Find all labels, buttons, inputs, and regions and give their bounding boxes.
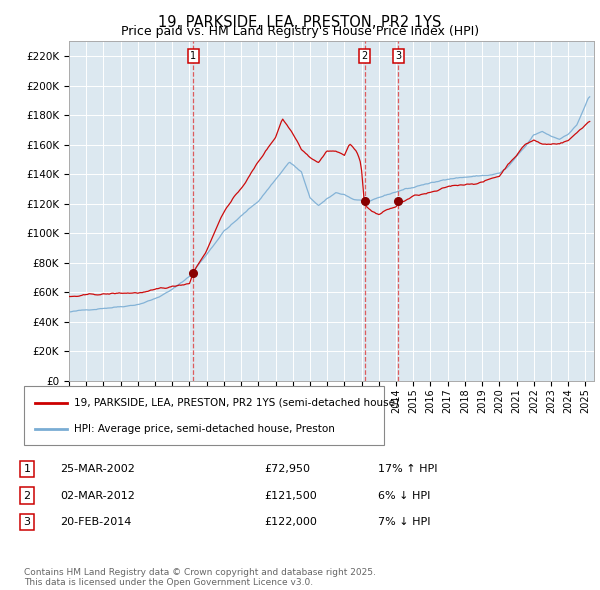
Text: HPI: Average price, semi-detached house, Preston: HPI: Average price, semi-detached house,… — [74, 424, 335, 434]
Text: 6% ↓ HPI: 6% ↓ HPI — [378, 491, 430, 500]
Text: £122,000: £122,000 — [264, 517, 317, 527]
Text: Price paid vs. HM Land Registry's House Price Index (HPI): Price paid vs. HM Land Registry's House … — [121, 25, 479, 38]
Text: 3: 3 — [395, 51, 401, 61]
Text: £121,500: £121,500 — [264, 491, 317, 500]
Text: 1: 1 — [23, 464, 31, 474]
Text: 2: 2 — [23, 491, 31, 500]
Text: 7% ↓ HPI: 7% ↓ HPI — [378, 517, 431, 527]
Text: 2: 2 — [361, 51, 368, 61]
Text: 19, PARKSIDE, LEA, PRESTON, PR2 1YS (semi-detached house): 19, PARKSIDE, LEA, PRESTON, PR2 1YS (sem… — [74, 398, 400, 408]
Text: £72,950: £72,950 — [264, 464, 310, 474]
FancyBboxPatch shape — [24, 386, 384, 445]
Text: 17% ↑ HPI: 17% ↑ HPI — [378, 464, 437, 474]
Text: 1: 1 — [190, 51, 197, 61]
Text: 20-FEB-2014: 20-FEB-2014 — [60, 517, 131, 527]
Text: 19, PARKSIDE, LEA, PRESTON, PR2 1YS: 19, PARKSIDE, LEA, PRESTON, PR2 1YS — [158, 15, 442, 30]
Text: 02-MAR-2012: 02-MAR-2012 — [60, 491, 135, 500]
Text: Contains HM Land Registry data © Crown copyright and database right 2025.
This d: Contains HM Land Registry data © Crown c… — [24, 568, 376, 587]
Text: 25-MAR-2002: 25-MAR-2002 — [60, 464, 135, 474]
Text: 3: 3 — [23, 517, 31, 527]
